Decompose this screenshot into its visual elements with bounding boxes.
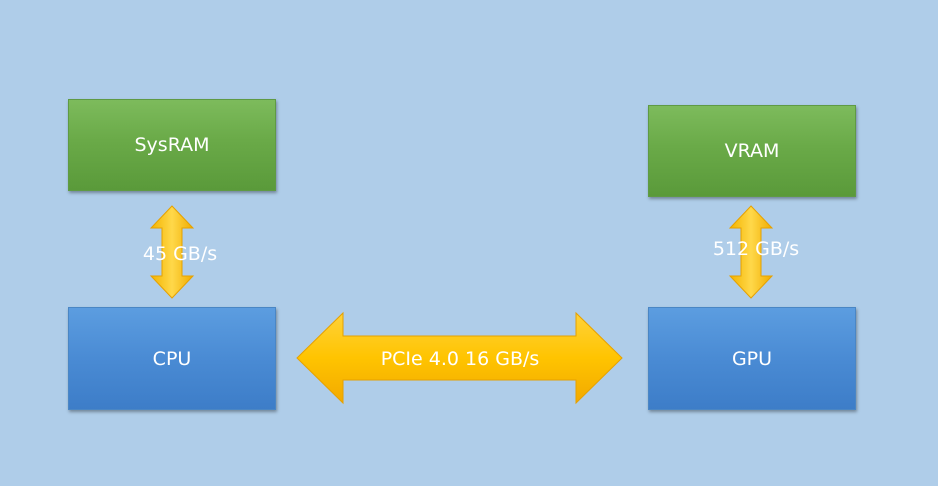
- sysram-label: SysRAM: [134, 134, 210, 156]
- cpu-box: CPU: [68, 307, 276, 410]
- gpu-box: GPU: [648, 307, 856, 410]
- sysram-box: SysRAM: [68, 99, 276, 191]
- vram-gpu-arrow: [728, 205, 774, 299]
- cpu-gpu-bandwidth-label: PCIe 4.0 16 GB/s: [380, 348, 540, 370]
- sysram-cpu-bandwidth-label: 45 GB/s: [142, 243, 218, 265]
- vram-box: VRAM: [648, 105, 856, 197]
- cpu-label: CPU: [152, 347, 192, 370]
- vram-label: VRAM: [724, 140, 780, 162]
- cpu-gpu-arrow: [296, 311, 623, 405]
- sysram-cpu-arrow: [149, 205, 195, 299]
- vram-gpu-bandwidth-label: 512 GB/s: [712, 238, 800, 260]
- gpu-label: GPU: [731, 347, 773, 370]
